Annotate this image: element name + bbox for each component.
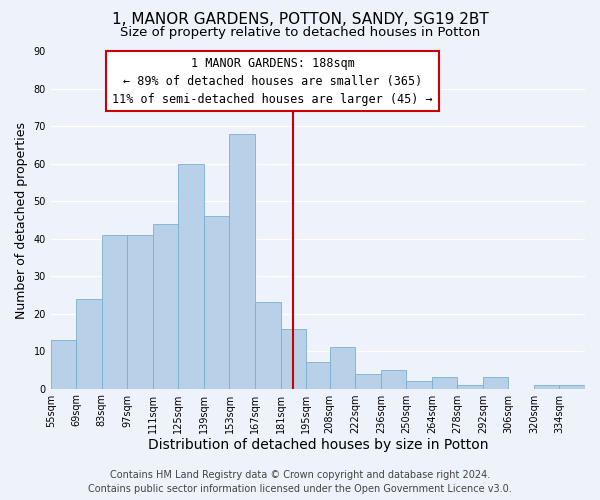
Bar xyxy=(355,374,381,388)
Text: Contains HM Land Registry data © Crown copyright and database right 2024.
Contai: Contains HM Land Registry data © Crown c… xyxy=(88,470,512,494)
Bar xyxy=(483,378,508,388)
Bar xyxy=(153,224,178,388)
Text: 1, MANOR GARDENS, POTTON, SANDY, SG19 2BT: 1, MANOR GARDENS, POTTON, SANDY, SG19 2B… xyxy=(112,12,488,28)
Bar xyxy=(406,381,432,388)
Bar xyxy=(255,302,281,388)
Bar xyxy=(281,328,306,388)
Bar xyxy=(229,134,255,388)
Bar xyxy=(306,362,330,388)
Bar xyxy=(102,235,127,388)
Bar xyxy=(178,164,204,388)
Text: Size of property relative to detached houses in Potton: Size of property relative to detached ho… xyxy=(120,26,480,39)
Text: 1 MANOR GARDENS: 188sqm
← 89% of detached houses are smaller (365)
11% of semi-d: 1 MANOR GARDENS: 188sqm ← 89% of detache… xyxy=(112,56,433,106)
Bar xyxy=(330,348,355,389)
Bar xyxy=(457,385,483,388)
X-axis label: Distribution of detached houses by size in Potton: Distribution of detached houses by size … xyxy=(148,438,488,452)
Y-axis label: Number of detached properties: Number of detached properties xyxy=(15,122,28,318)
Bar xyxy=(559,385,585,388)
Bar xyxy=(51,340,76,388)
Bar xyxy=(432,378,457,388)
Bar xyxy=(381,370,406,388)
Bar xyxy=(76,298,102,388)
Bar xyxy=(534,385,559,388)
Bar xyxy=(204,216,229,388)
Bar xyxy=(127,235,153,388)
